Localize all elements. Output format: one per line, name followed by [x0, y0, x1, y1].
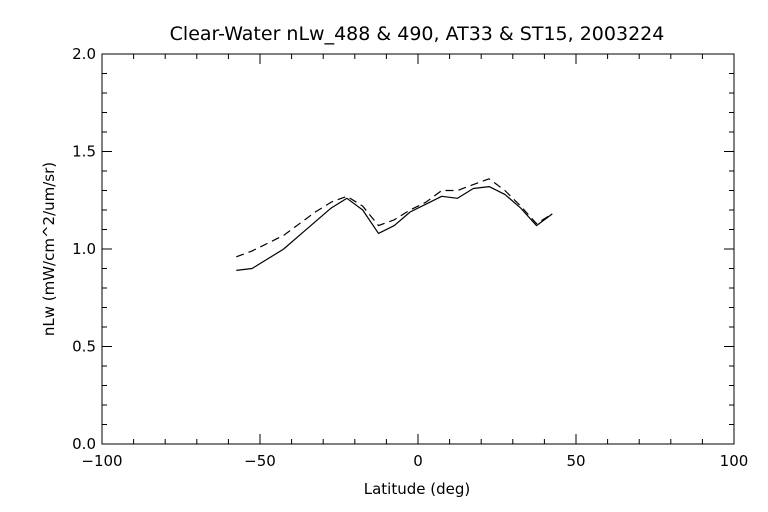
y-tick-label: 0.5	[72, 338, 96, 356]
major-ticks	[101, 53, 735, 445]
x-tick-label: 0	[413, 452, 423, 470]
y-tick-label: 1.0	[72, 240, 96, 258]
chart-title: Clear-Water nLw_488 & 490, AT33 & ST15, …	[170, 23, 665, 45]
y-tick-label: 0.0	[72, 435, 96, 453]
y-tick-label: 2.0	[72, 45, 96, 63]
series-line-solid	[236, 186, 553, 271]
x-tick-label: −50	[244, 452, 276, 470]
x-tick-label: 50	[566, 452, 585, 470]
x-tick-label: 100	[720, 452, 749, 470]
plot-frame	[101, 53, 735, 445]
series-line-dashed	[236, 178, 553, 258]
y-axis-label: nLw (mW/cm^2/um/sr)	[40, 162, 58, 336]
tick-labels: −100 −50 0 50 100 0.0 0.5 1.0 1.5 2.0	[72, 45, 748, 470]
x-tick-label: −100	[81, 452, 122, 470]
y-tick-label: 1.5	[72, 143, 96, 161]
x-axis-label: Latitude (deg)	[364, 480, 470, 498]
series-lines	[236, 178, 553, 271]
minor-ticks	[101, 53, 735, 445]
